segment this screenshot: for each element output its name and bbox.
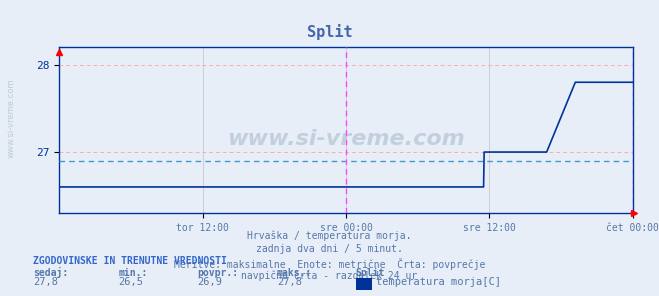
Text: Split: Split [306, 24, 353, 40]
Text: www.si-vreme.com: www.si-vreme.com [7, 79, 16, 158]
Text: 27,8: 27,8 [33, 277, 58, 287]
Text: 26,5: 26,5 [119, 277, 144, 287]
Text: navpična črta - razdelek 24 ur: navpična črta - razdelek 24 ur [241, 271, 418, 281]
Text: zadnja dva dni / 5 minut.: zadnja dva dni / 5 minut. [256, 244, 403, 254]
Text: Hrvaška / temperatura morja.: Hrvaška / temperatura morja. [247, 231, 412, 241]
Text: maks.:: maks.: [277, 268, 312, 278]
Text: min.:: min.: [119, 268, 148, 278]
Text: sedaj:: sedaj: [33, 267, 68, 278]
Text: Split: Split [356, 268, 386, 278]
Text: Meritve: maksimalne  Enote: metrične  Črta: povprečje: Meritve: maksimalne Enote: metrične Črta… [174, 258, 485, 270]
Text: 27,8: 27,8 [277, 277, 302, 287]
Text: temperatura morja[C]: temperatura morja[C] [376, 277, 501, 287]
Text: ZGODOVINSKE IN TRENUTNE VREDNOSTI: ZGODOVINSKE IN TRENUTNE VREDNOSTI [33, 256, 227, 266]
Text: povpr.:: povpr.: [198, 268, 239, 278]
Text: www.si-vreme.com: www.si-vreme.com [227, 128, 465, 149]
Text: 26,9: 26,9 [198, 277, 223, 287]
